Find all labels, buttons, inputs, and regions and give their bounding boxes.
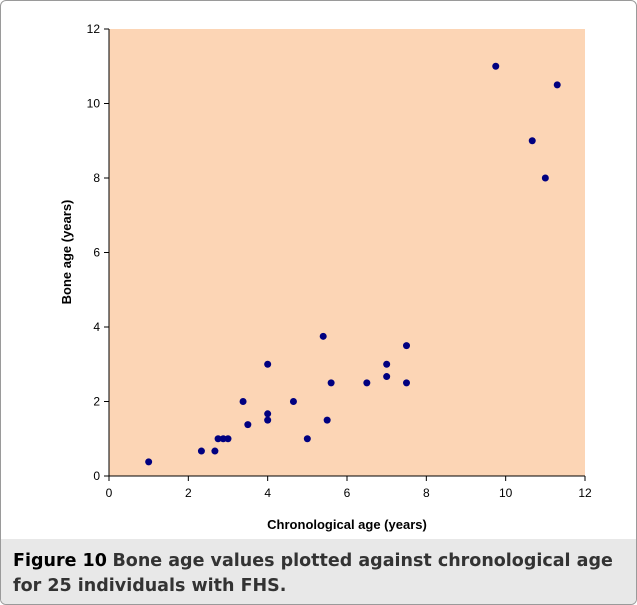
x-tick-label: 2 xyxy=(185,486,192,500)
x-axis-label: Chronological age (years) xyxy=(267,517,427,532)
x-tick-label: 0 xyxy=(106,486,113,500)
point xyxy=(303,435,311,443)
caption: Figure 10 Bone age values plotted agains… xyxy=(13,549,613,599)
point xyxy=(145,458,153,466)
x-tick-label: 6 xyxy=(344,486,351,500)
y-tick-label: 10 xyxy=(87,97,101,111)
point xyxy=(403,379,410,387)
point xyxy=(492,62,500,70)
point xyxy=(363,379,371,387)
x-tick-label: 12 xyxy=(578,486,592,500)
x-tick-label: 10 xyxy=(499,486,513,500)
point xyxy=(327,379,335,387)
point xyxy=(528,137,536,145)
point xyxy=(264,410,272,418)
point xyxy=(403,342,410,350)
point xyxy=(224,435,232,443)
y-tick-label: 4 xyxy=(93,320,100,334)
point xyxy=(244,421,252,429)
chart: Chronological age (years) Bone age (year… xyxy=(59,22,592,532)
y-axis-label: Bone age (years) xyxy=(59,200,74,305)
point xyxy=(211,447,219,455)
caption-band: Figure 10 Bone age values plotted agains… xyxy=(1,539,636,604)
point xyxy=(541,174,549,182)
point xyxy=(264,416,272,424)
point xyxy=(383,360,391,368)
point xyxy=(319,332,327,340)
y-tick-label: 2 xyxy=(93,395,100,409)
point xyxy=(197,447,205,455)
y-tick-label: 0 xyxy=(93,469,100,483)
x-tick-label: 4 xyxy=(264,486,271,500)
point xyxy=(214,435,222,443)
point xyxy=(289,398,297,405)
point xyxy=(264,360,272,368)
caption-label: Figure 10 xyxy=(13,551,107,571)
point xyxy=(323,416,331,424)
plot-area xyxy=(109,29,585,476)
point xyxy=(553,81,561,89)
x-tick-label: 8 xyxy=(423,486,430,500)
point xyxy=(383,373,391,381)
y-tick-label: 8 xyxy=(93,171,100,185)
y-tick-label: 6 xyxy=(93,246,100,260)
point xyxy=(239,398,247,405)
caption-text: Bone age values plotted against chronolo… xyxy=(13,551,613,596)
y-tick-label: 12 xyxy=(87,22,101,36)
